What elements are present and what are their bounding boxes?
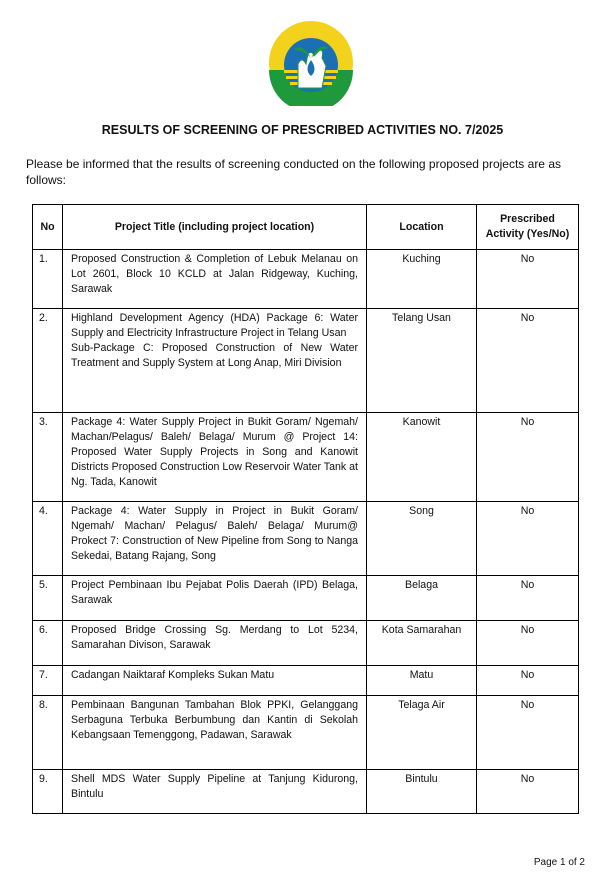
prescribed-cell: No [476, 620, 579, 666]
location-cell: Kanowit [366, 412, 477, 502]
location-cell: Kuching [366, 249, 477, 309]
prescribed-cell: No [476, 501, 579, 576]
table-row: 2. Highland Development Agency (HDA) Pac… [32, 308, 579, 413]
table-row: 3. Package 4: Water Supply Project in Bu… [32, 412, 579, 502]
row-number: 6. [32, 620, 63, 666]
project-title-cell: Shell MDS Water Supply Pipeline at Tanju… [62, 769, 367, 814]
location-cell: Matu [366, 665, 477, 696]
intro-paragraph: Please be informed that the results of s… [26, 157, 561, 187]
row-number: 1. [32, 249, 63, 309]
row-number: 9. [32, 769, 63, 814]
project-title-cell: Package 4: Water Supply Project in Bukit… [62, 412, 367, 502]
project-title: Pembinaan Bangunan Tambahan Blok PPKI, G… [71, 699, 358, 741]
project-title: Package 4: Water Supply in Project in Bu… [71, 505, 358, 562]
page-number: Page 1 of 2 [533, 857, 585, 868]
table-row: 1. Proposed Construction & Completion of… [32, 249, 579, 309]
table-header-row: No Project Title (including project loca… [32, 204, 579, 250]
location-cell: Kota Samarahan [366, 620, 477, 666]
row-number: 5. [32, 575, 63, 621]
screening-results-table: No Project Title (including project loca… [32, 204, 579, 814]
location-cell: Song [366, 501, 477, 576]
lembaga-sumber-asli-logo [269, 21, 353, 106]
project-title: Highland Development Agency (HDA) Packag… [71, 312, 358, 339]
project-title-cell: Proposed Bridge Crossing Sg. Merdang to … [62, 620, 367, 666]
project-title: Shell MDS Water Supply Pipeline at Tanju… [71, 773, 358, 800]
location-cell: Bintulu [366, 769, 477, 814]
project-title-cell: Pembinaan Bangunan Tambahan Blok PPKI, G… [62, 695, 367, 770]
project-title-cell: Package 4: Water Supply in Project in Bu… [62, 501, 367, 576]
header-project-title: Project Title (including project locatio… [62, 204, 367, 250]
row-number: 8. [32, 695, 63, 770]
project-title-cell: Project Pembinaan Ibu Pejabat Polis Daer… [62, 575, 367, 621]
row-number: 4. [32, 501, 63, 576]
prescribed-cell: No [476, 695, 579, 770]
document-title: RESULTS OF SCREENING OF PRESCRIBED ACTIV… [101, 123, 504, 137]
prescribed-cell: No [476, 665, 579, 696]
header-location: Location [366, 204, 477, 250]
row-number: 7. [32, 665, 63, 696]
project-title: Cadangan Naiktaraf Kompleks Sukan Matu [71, 669, 275, 681]
location-cell: Belaga [366, 575, 477, 621]
table-row: 5. Project Pembinaan Ibu Pejabat Polis D… [32, 575, 579, 621]
table-row: 6. Proposed Bridge Crossing Sg. Merdang … [32, 620, 579, 666]
prescribed-cell: No [476, 575, 579, 621]
prescribed-cell: No [476, 769, 579, 814]
location-cell: Telaga Air [366, 695, 477, 770]
prescribed-cell: No [476, 308, 579, 413]
project-title: Proposed Construction & Completion of Le… [71, 253, 358, 295]
prescribed-cell: No [476, 249, 579, 309]
location-cell: Telang Usan [366, 308, 477, 413]
table-row: 4. Package 4: Water Supply in Project in… [32, 501, 579, 576]
project-title: Project Pembinaan Ibu Pejabat Polis Daer… [71, 579, 358, 606]
row-number: 3. [32, 412, 63, 502]
project-title: Proposed Bridge Crossing Sg. Merdang to … [71, 624, 358, 651]
project-title-cell: Highland Development Agency (HDA) Packag… [62, 308, 367, 413]
project-subtitle: Sub-Package C: Proposed Construction of … [71, 342, 358, 369]
project-title-cell: Proposed Construction & Completion of Le… [62, 249, 367, 309]
header-prescribed-activity: Prescribed Activity (Yes/No) [476, 204, 579, 250]
prescribed-cell: No [476, 412, 579, 502]
row-number: 2. [32, 308, 63, 413]
table-row: 9. Shell MDS Water Supply Pipeline at Ta… [32, 769, 579, 814]
project-title: Package 4: Water Supply Project in Bukit… [71, 416, 358, 488]
table-row: 8. Pembinaan Bangunan Tambahan Blok PPKI… [32, 695, 579, 770]
header-no: No [32, 204, 63, 250]
table-row: 7. Cadangan Naiktaraf Kompleks Sukan Mat… [32, 665, 579, 696]
project-title-cell: Cadangan Naiktaraf Kompleks Sukan Matu [62, 665, 367, 696]
